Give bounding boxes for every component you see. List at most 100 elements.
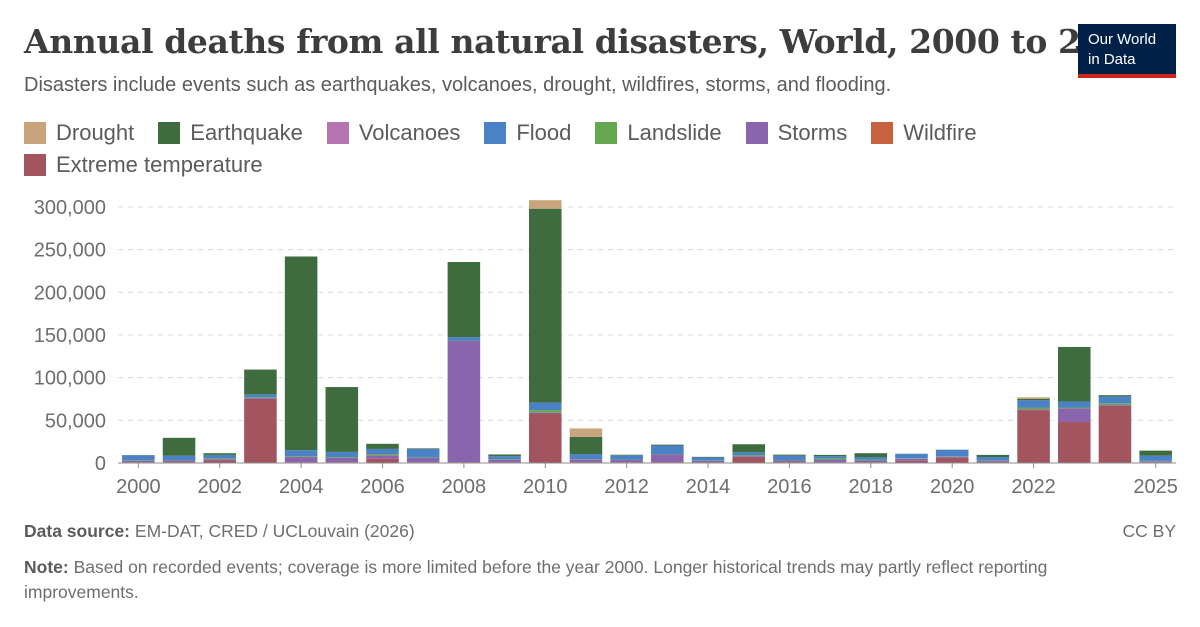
bar-segment-earthquake[interactable]: [1017, 399, 1050, 401]
bar-segment-extreme-temperature[interactable]: [1098, 405, 1132, 463]
bar-segment-flood[interactable]: [813, 456, 847, 459]
bar-segment-flood[interactable]: [651, 445, 684, 455]
legend-item-drought[interactable]: Drought: [24, 120, 134, 146]
bar-segment-earthquake[interactable]: [610, 454, 643, 456]
bar-segment-flood[interactable]: [366, 448, 399, 455]
bar-segment-extreme-temperature[interactable]: [1057, 422, 1091, 463]
bar-segment-extreme-temperature[interactable]: [203, 460, 237, 463]
bar-segment-flood[interactable]: [244, 394, 277, 398]
legend-item-extreme-temperature[interactable]: Extreme temperature: [24, 152, 263, 178]
bar-stack-2022[interactable]: [1017, 397, 1050, 463]
bar-segment-flood[interactable]: [895, 454, 928, 459]
bar-segment-storms[interactable]: [935, 456, 969, 458]
bar-segment-flood[interactable]: [162, 455, 196, 461]
bar-segment-flood[interactable]: [610, 455, 643, 460]
bar-segment-earthquake[interactable]: [773, 454, 806, 456]
bar-segment-extreme-temperature[interactable]: [732, 457, 766, 463]
bar-stack-2006[interactable]: [366, 443, 399, 463]
bar-stack-2012[interactable]: [610, 454, 643, 463]
bar-segment-earthquake[interactable]: [732, 444, 766, 453]
bar-segment-drought[interactable]: [1017, 397, 1050, 399]
legend-item-wildfire[interactable]: Wildfire: [871, 120, 977, 146]
bar-stack-2003[interactable]: [244, 369, 277, 463]
bar-segment-storms[interactable]: [854, 460, 888, 463]
bar-segment-storms[interactable]: [732, 456, 766, 458]
bar-stack-2020[interactable]: [935, 449, 969, 463]
bar-segment-storms[interactable]: [610, 460, 643, 463]
bar-segment-storms[interactable]: [244, 398, 277, 399]
bar-segment-storms[interactable]: [284, 457, 318, 463]
bar-segment-storms[interactable]: [773, 460, 806, 463]
bar-segment-storms[interactable]: [447, 340, 481, 463]
bar-stack-2019[interactable]: [895, 453, 928, 463]
bar-segment-storms[interactable]: [813, 460, 847, 463]
bar-segment-extreme-temperature[interactable]: [244, 399, 277, 463]
bar-segment-storms[interactable]: [488, 459, 521, 463]
bar-segment-earthquake[interactable]: [691, 456, 725, 458]
bar-segment-earthquake[interactable]: [976, 454, 1010, 458]
bar-segment-flood[interactable]: [447, 337, 481, 341]
bar-segment-flood[interactable]: [1057, 401, 1091, 408]
bar-stack-2014[interactable]: [691, 456, 725, 463]
bar-segment-flood[interactable]: [284, 450, 318, 457]
bar-segment-extreme-temperature[interactable]: [528, 413, 562, 463]
bar-stack-2025[interactable]: [1139, 450, 1172, 463]
bar-segment-storms[interactable]: [1057, 408, 1091, 423]
bar-segment-earthquake[interactable]: [1057, 346, 1091, 402]
bar-segment-storms[interactable]: [162, 460, 196, 463]
bar-segment-flood[interactable]: [488, 456, 521, 460]
bar-segment-storms[interactable]: [406, 457, 440, 463]
bar-segment-earthquake[interactable]: [203, 453, 237, 455]
bar-segment-landslide[interactable]: [528, 410, 562, 413]
bar-segment-flood[interactable]: [122, 455, 155, 461]
bar-stack-2007[interactable]: [406, 448, 440, 463]
bar-segment-storms[interactable]: [203, 459, 237, 461]
bar-segment-earthquake[interactable]: [488, 454, 521, 457]
bar-segment-landslide[interactable]: [244, 397, 277, 399]
bar-segment-earthquake[interactable]: [1139, 450, 1172, 456]
bar-segment-flood[interactable]: [1139, 455, 1172, 461]
bar-stack-2016[interactable]: [773, 454, 806, 463]
bar-stack-2008[interactable]: [447, 262, 481, 463]
legend-item-storms[interactable]: Storms: [745, 120, 847, 146]
bar-stack-2002[interactable]: [203, 453, 237, 463]
bar-segment-flood[interactable]: [691, 457, 725, 461]
bar-segment-earthquake[interactable]: [651, 444, 684, 446]
bar-segment-earthquake[interactable]: [162, 437, 196, 456]
bar-segment-earthquake[interactable]: [406, 448, 440, 449]
bar-segment-storms[interactable]: [895, 458, 928, 461]
data-source-text[interactable]: EM-DAT, CRED / UCLouvain (2026): [134, 521, 415, 541]
bar-segment-landslide[interactable]: [854, 459, 888, 461]
bar-stack-2004[interactable]: [284, 256, 318, 463]
bar-segment-earthquake[interactable]: [569, 436, 603, 455]
bar-segment-landslide[interactable]: [1017, 407, 1050, 410]
bar-segment-flood[interactable]: [854, 457, 888, 460]
bar-stack-2001[interactable]: [162, 437, 196, 463]
bar-segment-extreme-temperature[interactable]: [895, 460, 928, 463]
bar-segment-storms[interactable]: [1017, 409, 1050, 411]
bar-stack-2023[interactable]: [1057, 346, 1091, 463]
legend-item-landslide[interactable]: Landslide: [595, 120, 722, 146]
bar-segment-extreme-temperature[interactable]: [366, 458, 399, 463]
bar-stack-2009[interactable]: [488, 454, 521, 463]
bar-segment-storms[interactable]: [528, 412, 562, 414]
bar-segment-storms[interactable]: [691, 460, 725, 463]
bar-segment-landslide[interactable]: [203, 458, 237, 460]
bar-stack-2024[interactable]: [1098, 395, 1132, 463]
bar-segment-flood[interactable]: [325, 451, 359, 458]
bar-segment-landslide[interactable]: [284, 456, 318, 458]
bar-stack-2021[interactable]: [976, 454, 1010, 463]
bar-stack-2000[interactable]: [122, 455, 155, 463]
legend-item-earthquake[interactable]: Earthquake: [158, 120, 303, 146]
bar-segment-earthquake[interactable]: [284, 256, 318, 451]
bar-stack-2010[interactable]: [528, 200, 562, 463]
bar-segment-drought[interactable]: [569, 428, 603, 437]
bar-stack-2017[interactable]: [813, 454, 847, 463]
legend-item-volcanoes[interactable]: Volcanoes: [326, 120, 460, 146]
bar-segment-landslide[interactable]: [1057, 407, 1091, 409]
bar-segment-flood[interactable]: [528, 402, 562, 411]
bar-segment-flood[interactable]: [732, 452, 766, 456]
bar-segment-storms[interactable]: [651, 454, 684, 463]
bar-segment-earthquake[interactable]: [325, 387, 359, 452]
bar-segment-storms[interactable]: [1098, 404, 1132, 406]
